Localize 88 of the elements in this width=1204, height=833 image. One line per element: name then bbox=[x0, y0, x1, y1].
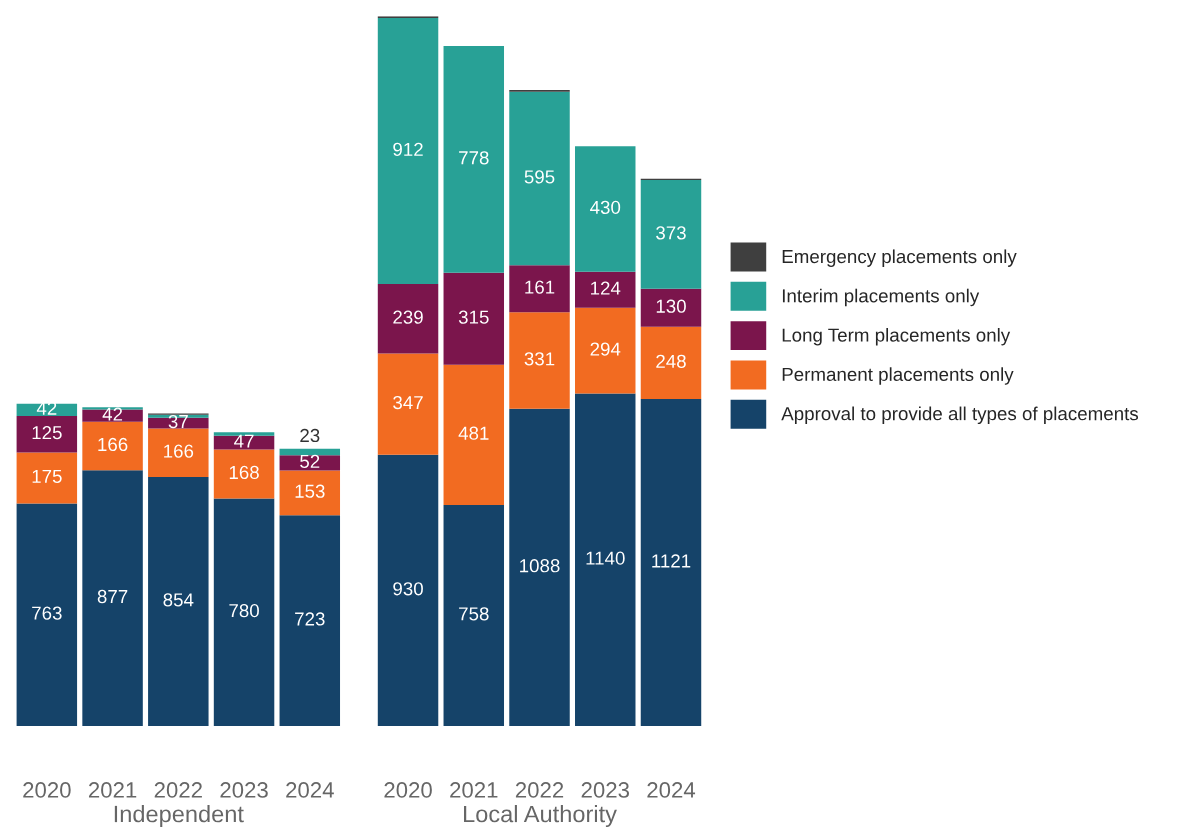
bar bbox=[509, 408, 570, 726]
bar bbox=[16, 416, 78, 453]
data-label: 124 bbox=[591, 281, 621, 295]
x-tick-label: 2020 bbox=[384, 782, 432, 798]
data-label: 877 bbox=[97, 589, 128, 604]
bar bbox=[213, 432, 275, 436]
bar bbox=[509, 91, 570, 266]
bar bbox=[279, 455, 341, 471]
bar bbox=[279, 470, 341, 516]
x-axis-title: Independent bbox=[114, 805, 244, 828]
x-tick-label: 2024 bbox=[647, 782, 696, 798]
bar bbox=[443, 364, 505, 505]
bar bbox=[575, 307, 636, 394]
bar bbox=[640, 326, 702, 400]
data-label: 1140 bbox=[586, 551, 625, 565]
x-tick-label: 2021 bbox=[88, 782, 137, 798]
data-label: 347 bbox=[393, 395, 423, 410]
bar bbox=[509, 265, 570, 313]
bar bbox=[377, 17, 439, 284]
data-label: 239 bbox=[393, 310, 423, 324]
bar bbox=[575, 393, 636, 726]
bar bbox=[148, 428, 209, 477]
bar bbox=[148, 476, 209, 726]
bar bbox=[213, 449, 275, 499]
bar bbox=[377, 454, 439, 726]
data-label: 595 bbox=[524, 170, 555, 184]
data-label: 125 bbox=[32, 425, 62, 440]
data-label: 723 bbox=[295, 612, 325, 626]
legend-label: Approval to provide all types of placements bbox=[781, 406, 1139, 425]
x-tick-label: 2023 bbox=[581, 782, 629, 798]
bar bbox=[16, 503, 78, 726]
bar bbox=[148, 417, 209, 429]
data-label: 42 bbox=[102, 407, 123, 421]
data-label: 430 bbox=[590, 200, 621, 215]
data-label: 130 bbox=[656, 299, 686, 313]
bar bbox=[82, 421, 143, 471]
bar bbox=[213, 435, 275, 450]
bar bbox=[443, 272, 505, 365]
data-label: 1121 bbox=[652, 554, 691, 568]
data-label: 248 bbox=[656, 354, 686, 368]
x-tick-label: 2022 bbox=[515, 782, 564, 798]
bar bbox=[213, 498, 275, 726]
data-label: 315 bbox=[458, 310, 489, 324]
bar bbox=[279, 515, 341, 726]
data-label: 161 bbox=[525, 280, 555, 294]
data-label: 854 bbox=[163, 593, 194, 607]
data-label: 331 bbox=[524, 352, 555, 366]
data-label: 912 bbox=[393, 142, 423, 156]
data-label: 47 bbox=[234, 434, 254, 448]
x-tick-label: 2022 bbox=[154, 782, 202, 798]
data-label: 778 bbox=[459, 151, 489, 165]
bar bbox=[640, 288, 702, 327]
data-label: 780 bbox=[229, 604, 259, 618]
data-label: 294 bbox=[590, 342, 621, 356]
data-label: 758 bbox=[459, 607, 489, 621]
x-tick-label: 2021 bbox=[450, 782, 498, 798]
bar bbox=[443, 504, 505, 726]
legend-label: Long Term placements only bbox=[782, 327, 1011, 346]
data-label: 175 bbox=[32, 469, 62, 483]
bar bbox=[82, 470, 143, 726]
bar bbox=[377, 353, 439, 455]
data-label: 153 bbox=[295, 484, 325, 498]
legend-label: Permanent placements only bbox=[782, 367, 1014, 385]
bar bbox=[377, 283, 439, 354]
data-label: 1088 bbox=[520, 559, 560, 573]
bar bbox=[640, 399, 702, 726]
legend-label: Emergency placements only bbox=[782, 249, 1017, 267]
data-label: 37 bbox=[168, 414, 188, 429]
x-tick-label: 2020 bbox=[23, 782, 71, 798]
legend-label: Interim placements only bbox=[782, 288, 980, 307]
x-tick-label: 2023 bbox=[220, 782, 268, 798]
bar bbox=[575, 271, 636, 308]
data-label: 930 bbox=[393, 582, 423, 596]
data-label: 52 bbox=[300, 454, 320, 468]
data-label: 373 bbox=[656, 226, 686, 240]
data-label: 166 bbox=[164, 444, 194, 458]
data-label: 763 bbox=[32, 606, 62, 620]
bar bbox=[509, 312, 570, 409]
data-label: 481 bbox=[458, 426, 489, 440]
data-label: 23 bbox=[300, 428, 320, 443]
x-tick-label: 2024 bbox=[286, 782, 334, 798]
x-axis-title: Local Authority bbox=[464, 805, 617, 828]
bar bbox=[640, 180, 702, 289]
bar bbox=[16, 452, 78, 504]
bar bbox=[575, 146, 636, 272]
bar bbox=[443, 45, 505, 273]
data-label: 168 bbox=[229, 465, 259, 480]
data-label: 166 bbox=[98, 437, 128, 452]
